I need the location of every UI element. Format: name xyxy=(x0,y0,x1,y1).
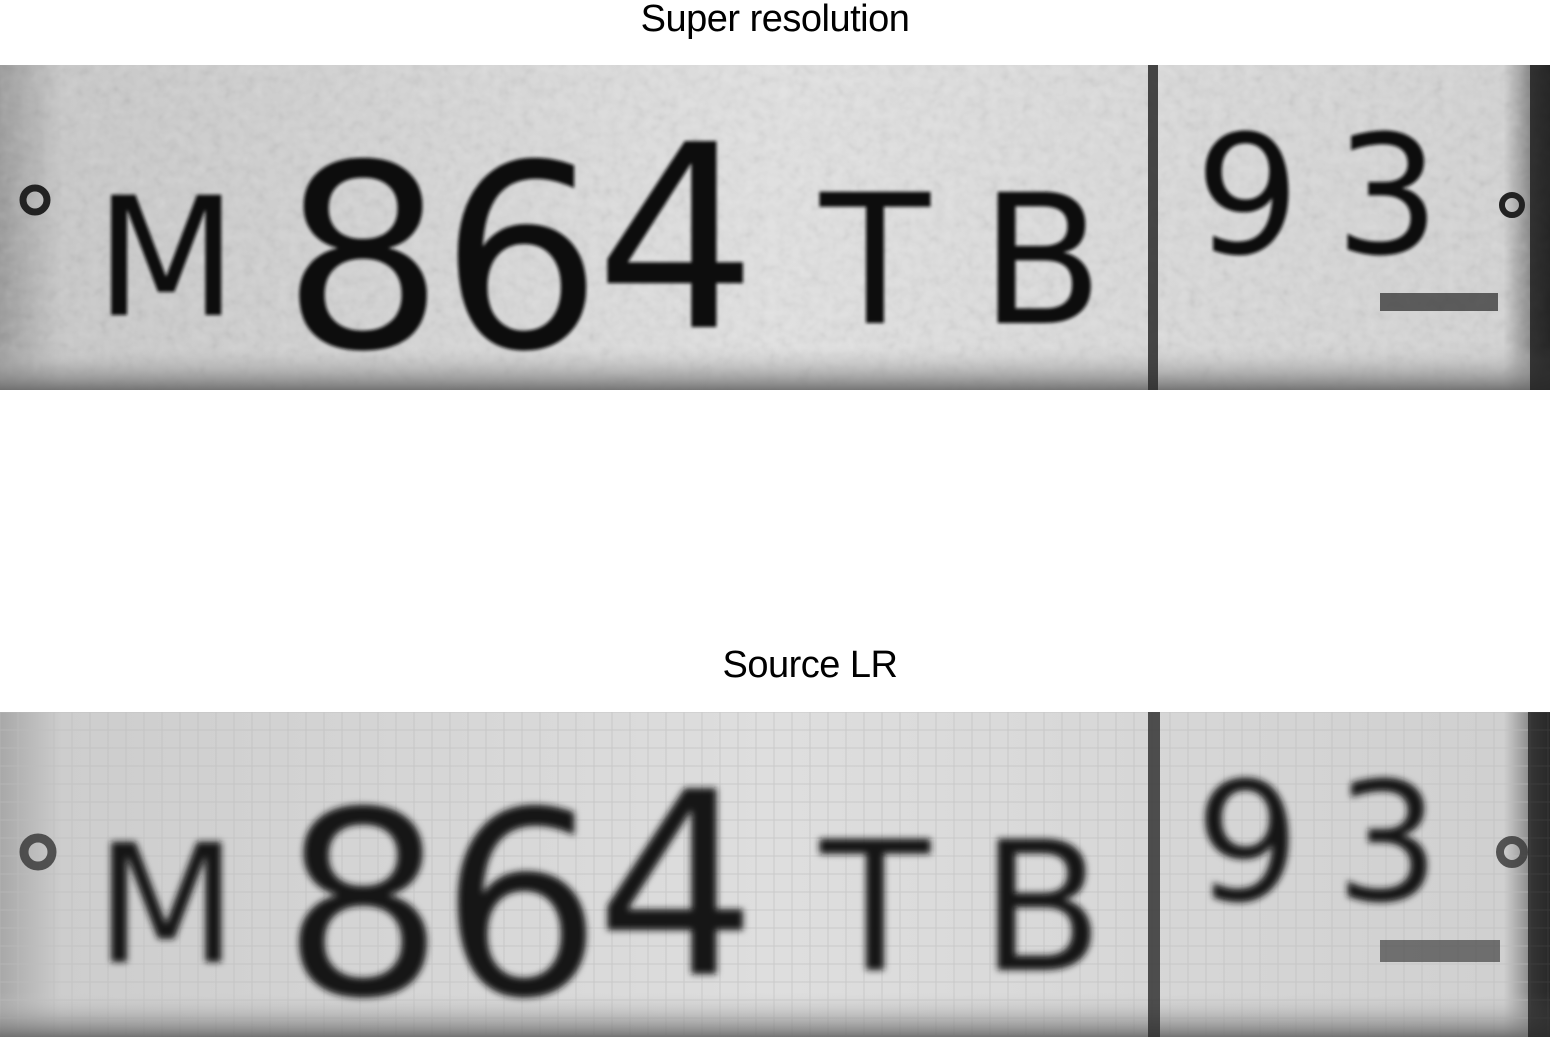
source-lr-title: Source LR xyxy=(722,644,898,686)
plate-region-char-3: 3 xyxy=(1335,100,1440,292)
plate-char-6: 6 xyxy=(440,758,602,1037)
right-bolt-icon xyxy=(1499,192,1525,218)
left-bolt-icon xyxy=(19,184,51,216)
plate-char-4: 4 xyxy=(595,738,757,1035)
plate-bottom-shadow xyxy=(0,992,1550,1037)
region-divider xyxy=(1148,65,1158,390)
plate-char-t: T xyxy=(819,804,931,1013)
region-flag-strip xyxy=(1380,293,1498,311)
plate-char-b: B xyxy=(980,804,1104,1013)
plate-region-char-9: 9 xyxy=(1195,100,1300,292)
region-flag-strip xyxy=(1380,940,1500,962)
plate-char-m: M xyxy=(95,809,237,1001)
plate-char-8: 8 xyxy=(282,758,444,1037)
plate-characters: M 8 6 4 T B 9 3 xyxy=(95,91,1440,390)
pixel-grid-texture xyxy=(0,712,1550,1037)
source-lr-plate-svg: M 8 6 4 T B 9 3 xyxy=(0,712,1550,1037)
plate-char-b: B xyxy=(980,157,1104,366)
plate-region-char-3: 3 xyxy=(1335,747,1440,939)
plate-char-m: M xyxy=(95,162,237,354)
plate-characters: M 8 6 4 T B 9 3 xyxy=(95,738,1440,1037)
plate-char-4: 4 xyxy=(595,91,757,388)
plate-char-6: 6 xyxy=(440,111,602,390)
plate-right-edge xyxy=(1530,65,1550,390)
source-lr-plate-image: M 8 6 4 T B 9 3 xyxy=(0,712,1550,1037)
plate-char-8: 8 xyxy=(282,111,444,390)
plate-noise-texture xyxy=(0,65,1550,390)
super-resolution-title: Super resolution xyxy=(640,0,910,40)
right-bolt-icon xyxy=(1496,836,1528,868)
left-bolt-icon xyxy=(19,833,57,871)
plate-bottom-shadow xyxy=(0,345,1550,390)
super-resolution-plate-image: M 8 6 4 T B 9 3 xyxy=(0,65,1550,390)
super-resolution-plate-svg: M 8 6 4 T B 9 3 xyxy=(0,65,1550,390)
plate-region-char-9: 9 xyxy=(1195,747,1300,939)
region-divider xyxy=(1148,712,1160,1037)
plate-char-t: T xyxy=(819,157,931,366)
plate-right-edge xyxy=(1528,712,1550,1037)
